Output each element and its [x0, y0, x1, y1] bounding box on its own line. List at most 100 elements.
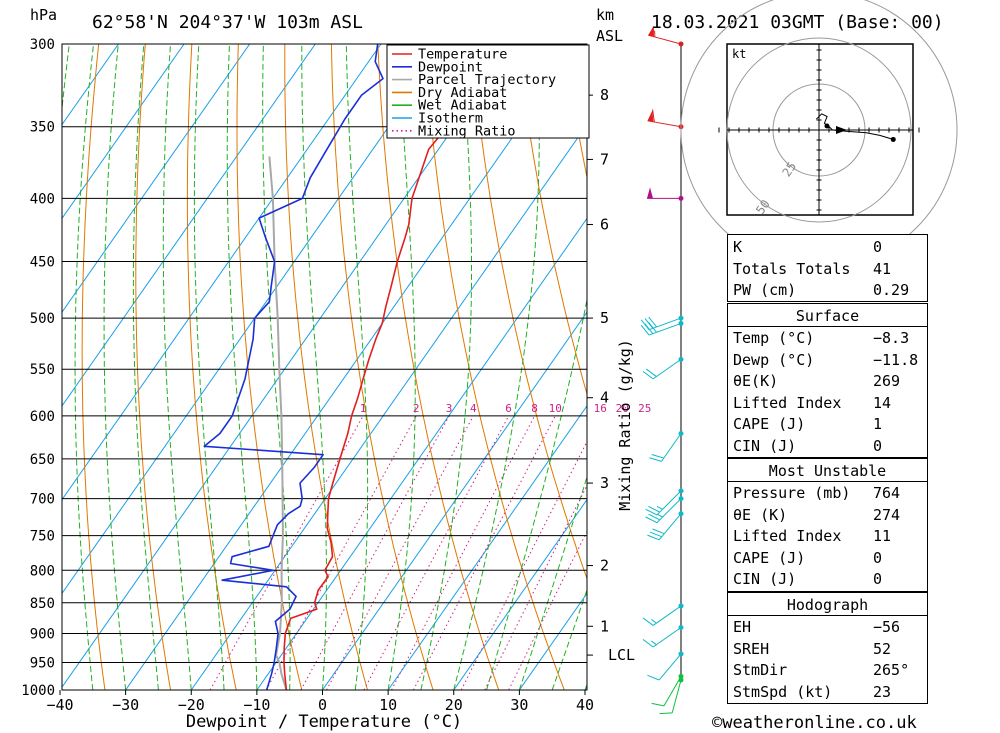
height-tick-label: 4 — [600, 389, 609, 407]
most-unstable-row: CAPE (J) 0 — [728, 548, 927, 569]
mixing-ratio-line — [326, 415, 474, 690]
wind-barb-shaft — [656, 490, 682, 516]
surface-row: θE(K) 269 — [728, 371, 927, 392]
surface-label: Dewp (°C) — [733, 350, 815, 369]
wet-adiabat-line — [162, 44, 192, 690]
most-unstable-label: Pressure (mb) — [733, 484, 851, 502]
wind-barb-flag — [647, 534, 660, 541]
indices-row: PW (cm) 0.29 — [728, 280, 927, 301]
hodograph-table: Hodograph EH −56 SREH 52 StmDir 265° StmSpd (k… — [727, 592, 928, 704]
surface-title: Surface — [795, 307, 860, 325]
wet-adiabat-line — [132, 44, 159, 690]
wind-barb-flag — [652, 109, 655, 123]
mixing-ratio-line — [508, 530, 587, 690]
most-unstable-row: CIN (J) 0 — [728, 569, 927, 590]
most-unstable-row: Pressure (mb) 764 — [728, 483, 927, 504]
pressure-tick-label: 350 — [30, 120, 55, 136]
hodograph-trace — [815, 113, 894, 140]
wind-barb-pennant — [647, 187, 653, 199]
mixing-ratio-label: 20 — [616, 402, 629, 415]
hodograph-table-row: StmSpd (kt) 23 — [728, 682, 927, 703]
legend-label: Temperature — [418, 47, 507, 63]
most-unstable-value: 11 — [873, 527, 892, 546]
wet-adiabat-line — [420, 44, 472, 690]
wind-barb — [647, 187, 684, 201]
pressure-tick-label: 850 — [30, 596, 55, 612]
temperature-profile — [283, 44, 464, 690]
mixing-ratio-line — [363, 415, 510, 690]
x-tick-label: 20 — [445, 696, 463, 714]
pressure-tick-label: 600 — [30, 409, 55, 425]
hodograph-table-label: SREH — [733, 639, 770, 658]
wet-adiabat-line — [518, 475, 587, 690]
indices-table: K 0 Totals Totals 41 PW (cm) 0.29 — [727, 234, 928, 302]
dry-adiabat-line — [983, 44, 1000, 690]
surface-label: θE(K) — [733, 372, 779, 391]
isotherm-line — [387, 405, 587, 690]
wet-adiabat-line — [301, 44, 327, 690]
indices-label: Totals Totals — [733, 259, 851, 278]
most-unstable-label: Lifted Index — [733, 527, 842, 546]
wind-barb-flag — [648, 322, 657, 333]
pressure-tick-label: 900 — [30, 626, 55, 642]
hodograph-ring-label: 25 — [779, 159, 799, 179]
dry-adiabat-line — [517, 44, 587, 396]
wind-barb-flag — [649, 531, 662, 538]
hodograph-table-value: 52 — [873, 639, 892, 658]
indices-value: 0.29 — [873, 281, 910, 300]
pressure-tick-label: 300 — [30, 37, 55, 53]
hodograph: kt 255075 — [680, 0, 958, 269]
table-title-separator — [728, 615, 927, 616]
surface-value: −11.8 — [873, 350, 919, 369]
dry-adiabat-line — [423, 44, 565, 690]
surface-value: 14 — [873, 393, 892, 412]
wind-barb-shaft — [671, 679, 682, 713]
wind-barb-flag — [640, 324, 650, 336]
wet-adiabat-line — [486, 297, 587, 690]
isotherm-line — [62, 44, 513, 689]
wind-barb-shaft — [652, 358, 682, 380]
most-unstable-value: 0 — [873, 548, 883, 567]
copyright-footer: ©weatheronline.co.uk — [712, 713, 917, 733]
hodograph-table-value: 265° — [873, 661, 910, 680]
wind-barb — [651, 673, 684, 707]
x-tick-label: 40 — [576, 696, 594, 714]
parcel-trajectory — [268, 156, 288, 690]
wind-barb-pennant — [648, 25, 654, 37]
isotherm-line — [62, 44, 185, 220]
isotherm-line — [322, 311, 587, 690]
indices-value: 41 — [873, 259, 892, 278]
wind-barb-shaft — [647, 120, 682, 128]
most-unstable-label: CAPE (J) — [733, 548, 806, 567]
indices-value: 0 — [873, 238, 883, 256]
hodograph-table-label: StmDir — [733, 661, 788, 680]
wind-barb-shaft — [648, 34, 682, 45]
wind-barb-flag — [645, 368, 657, 377]
wind-barb-shaft — [658, 653, 682, 681]
surface-row: Dewp (°C) −11.8 — [728, 350, 927, 371]
x-tick-label: −20 — [178, 696, 205, 714]
surface-value: 0 — [873, 437, 883, 455]
hodograph-table-value: 23 — [873, 682, 892, 701]
wind-barb — [649, 431, 684, 462]
wind-barb-flag — [647, 674, 660, 681]
surface-row: Temp (°C) −8.3 — [728, 328, 927, 349]
indices-label: PW (cm) — [733, 281, 797, 300]
mixing-ratio-label: 3 — [446, 402, 453, 415]
dry-adiabat-line — [377, 44, 500, 690]
surface-label: CIN (J) — [733, 437, 797, 455]
surface-label: CAPE (J) — [733, 415, 806, 434]
wind-barb-halfflag — [651, 618, 657, 624]
mixing-ratio-label: 4 — [470, 402, 477, 415]
location-title: 62°58'N 204°37'W 103m ASL — [92, 12, 363, 33]
mixing-ratio-label: 2 — [413, 402, 420, 415]
table-title-separator — [728, 481, 927, 482]
wet-adiabat-line — [193, 44, 225, 690]
wind-barb — [642, 356, 684, 380]
mixing-ratio-label: 6 — [505, 402, 512, 415]
hpa-unit-label: hPa — [30, 6, 57, 24]
wind-barb — [645, 488, 684, 516]
wind-barb — [647, 511, 684, 541]
legend-label: Parcel Trajectory — [418, 72, 556, 88]
